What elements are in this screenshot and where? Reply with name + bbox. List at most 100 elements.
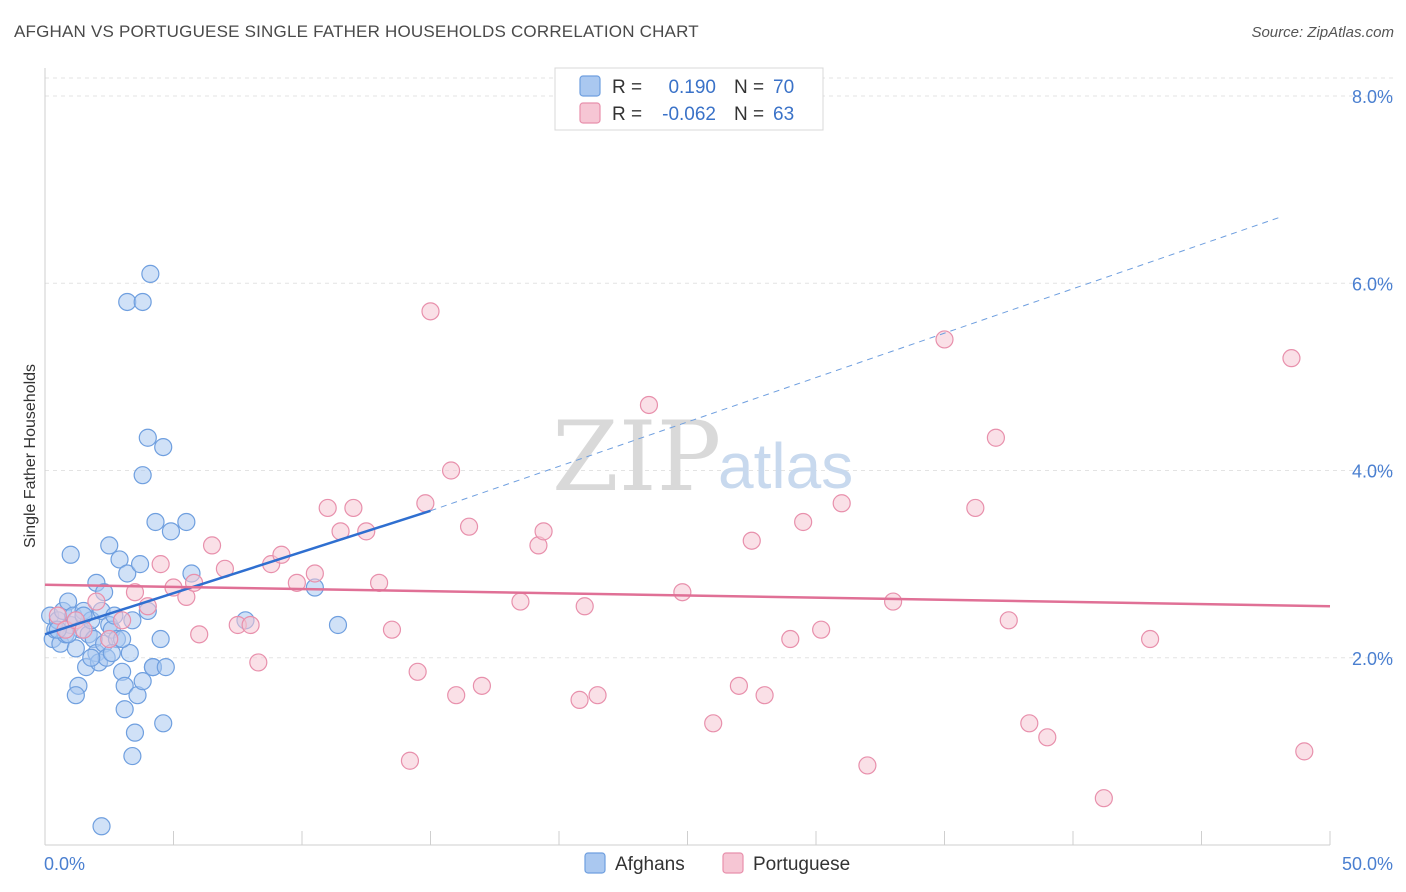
portuguese-point-0: [48, 606, 67, 625]
portuguese-point-56: [966, 498, 985, 518]
portuguese-point-57: [986, 428, 1006, 447]
afghans-point-29: [115, 676, 134, 695]
portuguese-point-39: [534, 522, 553, 541]
portuguese-point-45: [704, 714, 723, 733]
portuguese-point-47: [742, 531, 761, 550]
portuguese-point-32: [421, 302, 440, 321]
afghans-point-35: [115, 700, 134, 719]
portuguese-point-40: [570, 690, 589, 709]
portuguese-point-9: [151, 555, 170, 574]
portuguese-point-23: [318, 498, 337, 518]
portuguese-point-64: [1295, 742, 1314, 761]
afghans-point-53: [156, 658, 175, 677]
portuguese-point-44: [673, 583, 692, 602]
portuguese-point-35: [459, 517, 479, 536]
portuguese-legend-swatch: [579, 102, 601, 124]
afghans-point-42: [141, 264, 160, 283]
portuguese-trendline: [44, 583, 1331, 608]
portuguese-point-42: [588, 686, 607, 705]
afghans-point-61: [328, 615, 348, 635]
x-tick-label-min: 0.0%: [44, 854, 85, 874]
portuguese-point-14: [202, 536, 222, 555]
portuguese-point-63: [1282, 349, 1301, 368]
x-tick-label-max: 50.0%: [1342, 854, 1393, 874]
portuguese-point-55: [935, 330, 954, 349]
afghans-trendline-extension: [430, 217, 1279, 512]
portuguese-point-37: [511, 592, 530, 611]
y-tick-label-3: 8.0%: [1352, 87, 1393, 107]
portuguese-point-46: [729, 676, 749, 695]
stats-legend: R = 0.190 N = 70 R = -0.062 N = 63: [554, 67, 824, 131]
afghans-point-48: [161, 522, 181, 541]
portuguese-point-22: [305, 564, 324, 583]
afghans-point-49: [177, 512, 196, 532]
portuguese-point-54: [883, 592, 903, 611]
chart-title: AFGHAN VS PORTUGUESE SINGLE FATHER HOUSE…: [14, 22, 699, 41]
portuguese-point-53: [858, 756, 877, 775]
y-tick-label-1: 4.0%: [1352, 462, 1393, 482]
afghans-trendline: [44, 509, 431, 636]
portuguese-points: [48, 302, 1314, 808]
afghans-point-30: [118, 564, 137, 583]
afghans-point-39: [123, 746, 142, 766]
afghans-point-40: [118, 292, 137, 312]
y-tick-labels: 2.0% 4.0% 6.0% 8.0%: [1352, 87, 1393, 669]
afghans-point-62: [92, 817, 111, 836]
afghans-point-54: [151, 629, 170, 649]
portuguese-point-4: [87, 592, 106, 611]
afghans-point-43: [138, 428, 157, 447]
portuguese-point-41: [575, 597, 594, 616]
afghans-point-51: [100, 536, 119, 555]
portuguese-point-59: [1020, 714, 1039, 733]
portuguese-r-value: -0.062: [662, 104, 716, 125]
portuguese-point-62: [1140, 629, 1160, 649]
afghans-point-10: [66, 639, 85, 658]
portuguese-point-36: [472, 676, 491, 695]
afghans-swatch: [584, 852, 606, 874]
afghans-point-47: [146, 512, 165, 532]
afghans-point-44: [154, 437, 173, 457]
afghans-point-45: [133, 466, 152, 485]
portuguese-r-label: R =: [612, 104, 642, 125]
afghans-point-36: [125, 723, 145, 742]
portuguese-point-25: [344, 498, 363, 518]
afghans-legend-label: Afghans: [615, 854, 685, 875]
afghans-point-34: [133, 672, 152, 691]
portuguese-point-50: [794, 512, 813, 532]
afghans-points: [41, 264, 348, 836]
portuguese-point-48: [755, 686, 774, 705]
portuguese-point-6: [112, 611, 132, 630]
afghans-point-31: [120, 643, 139, 663]
portuguese-point-51: [812, 620, 831, 639]
portuguese-point-21: [287, 573, 306, 592]
portuguese-point-17: [241, 615, 260, 635]
afghans-r-label: R =: [612, 77, 642, 98]
portuguese-point-13: [190, 625, 209, 644]
portuguese-point-34: [447, 686, 466, 705]
portuguese-point-7: [125, 583, 145, 602]
portuguese-n-value: 63: [773, 104, 794, 125]
portuguese-point-60: [1038, 728, 1057, 747]
watermark-zip: ZIP: [552, 401, 721, 513]
afghans-point-68: [82, 648, 101, 667]
portuguese-point-43: [639, 395, 659, 415]
afghans-point-63: [66, 686, 85, 705]
portuguese-point-30: [408, 662, 427, 681]
portuguese-point-29: [400, 751, 420, 770]
y-tick-label-2: 6.0%: [1352, 274, 1393, 294]
portuguese-point-49: [781, 629, 800, 649]
portuguese-point-52: [832, 494, 851, 513]
afghans-point-27: [110, 550, 129, 569]
portuguese-swatch: [722, 852, 744, 874]
x-ticks: [44, 831, 1331, 845]
portuguese-point-33: [441, 461, 461, 480]
watermark-atlas: atlas: [718, 430, 853, 502]
portuguese-point-5: [100, 629, 119, 649]
portuguese-point-18: [249, 653, 268, 672]
afghans-point-41: [133, 292, 152, 312]
afghans-n-label: N =: [734, 77, 764, 98]
afghans-r-value: 0.190: [668, 77, 716, 98]
portuguese-point-58: [999, 611, 1018, 630]
watermark: ZIP atlas: [552, 401, 853, 513]
